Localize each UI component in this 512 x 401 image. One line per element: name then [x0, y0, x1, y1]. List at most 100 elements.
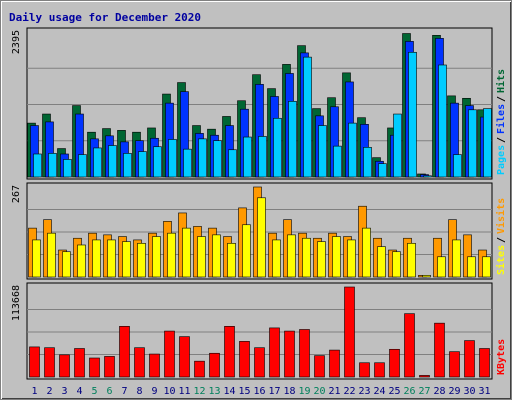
legend-files: Files: [495, 104, 507, 134]
bar-kbytes-day-1: [29, 346, 40, 378]
bar-pages-day-6: [108, 145, 117, 178]
bar-kbytes-day-7: [119, 326, 130, 378]
bar-sites-day-18: [287, 234, 296, 278]
bar-pages-day-9: [153, 146, 162, 178]
bar-pages-day-16: [258, 136, 267, 178]
x-label-day-29: 29: [448, 386, 460, 397]
bar-sites-day-11: [182, 227, 191, 278]
x-label-day-13: 13: [208, 386, 220, 397]
bar-kbytes-day-25: [389, 348, 400, 378]
x-label-day-7: 7: [121, 386, 127, 397]
x-label-day-10: 10: [163, 386, 175, 397]
x-label-day-1: 1: [31, 386, 37, 397]
x-label-day-14: 14: [223, 386, 235, 397]
bar-kbytes-day-20: [314, 355, 325, 378]
panel-visits-max-label: 267: [11, 185, 22, 203]
bar-sites-day-30: [467, 256, 476, 278]
bar-pages-day-25: [393, 113, 402, 178]
bar-sites-day-19: [302, 237, 311, 278]
chart-title: Daily usage for December 2020: [9, 11, 201, 24]
bar-kbytes-day-2: [44, 347, 55, 378]
bar-sites-day-2: [47, 232, 56, 278]
bar-pages-day-1: [33, 153, 42, 178]
x-label-day-22: 22: [343, 386, 355, 397]
x-label-day-12: 12: [193, 386, 205, 397]
bar-kbytes-day-22: [344, 286, 355, 378]
bar-pages-day-22: [348, 122, 357, 178]
bar-sites-day-4: [77, 244, 86, 278]
bar-pages-day-13: [213, 140, 222, 178]
bar-pages-day-23: [363, 147, 372, 178]
x-label-day-4: 4: [76, 386, 82, 397]
x-label-day-26: 26: [403, 386, 415, 397]
bar-pages-day-3: [63, 159, 72, 178]
bar-kbytes-day-27: [419, 375, 430, 378]
bar-sites-day-20: [317, 241, 326, 278]
x-label-day-6: 6: [106, 386, 112, 397]
x-label-day-31: 31: [478, 386, 490, 397]
legend-kbytes: KBytes: [496, 339, 507, 375]
bar-sites-day-26: [407, 242, 416, 278]
bar-pages-day-27: [423, 175, 432, 178]
bar-pages-day-10: [168, 139, 177, 178]
bar-pages-day-4: [78, 154, 87, 178]
bar-sites-day-24: [377, 246, 386, 278]
x-label-day-25: 25: [388, 386, 400, 397]
bar-sites-day-27: [422, 275, 431, 278]
legend-visits: Visits: [495, 198, 507, 234]
panel-visits: 267: [11, 182, 493, 280]
bar-pages-day-15: [243, 136, 252, 178]
x-label-day-2: 2: [46, 386, 52, 397]
bar-pages-day-26: [408, 51, 417, 178]
bar-sites-day-3: [62, 251, 71, 278]
x-label-day-30: 30: [463, 386, 475, 397]
bar-kbytes-day-30: [464, 340, 475, 378]
legend-hits: Hits: [495, 69, 507, 93]
bar-sites-day-28: [437, 256, 446, 278]
bar-pages-day-30: [468, 109, 477, 178]
legend-labels: Pages / Files / Hits Sites / Visits KBytes: [495, 69, 507, 375]
bar-kbytes-day-18: [284, 330, 295, 378]
bar-kbytes-day-14: [224, 326, 235, 378]
bar-sites-day-29: [452, 239, 461, 278]
bar-kbytes-day-10: [164, 330, 175, 378]
legend-hits: Pages / Files / Hits: [495, 69, 507, 175]
bar-sites-day-10: [167, 232, 176, 278]
x-label-day-16: 16: [253, 386, 265, 397]
x-label-day-3: 3: [61, 386, 67, 397]
bar-sites-day-16: [257, 197, 266, 278]
bar-sites-day-22: [347, 239, 356, 278]
bar-kbytes-day-28: [434, 322, 445, 378]
bar-kbytes-day-11: [179, 336, 190, 378]
x-label-day-18: 18: [283, 386, 295, 397]
bar-sites-day-7: [122, 241, 131, 278]
bar-pages-day-20: [318, 125, 327, 178]
bar-sites-day-23: [362, 227, 371, 278]
bar-kbytes-day-12: [194, 360, 205, 378]
bar-pages-day-7: [123, 153, 132, 178]
bar-pages-day-2: [48, 153, 57, 178]
bar-pages-day-31: [483, 108, 492, 178]
x-label-day-20: 20: [313, 386, 325, 397]
bar-kbytes-day-15: [239, 341, 250, 378]
bar-pages-day-29: [453, 154, 462, 178]
bar-pages-day-14: [228, 149, 237, 178]
x-label-day-9: 9: [151, 386, 157, 397]
bar-kbytes-day-19: [299, 329, 310, 378]
bar-sites-day-1: [32, 239, 41, 278]
x-label-day-23: 23: [358, 386, 370, 397]
bar-sites-day-15: [242, 224, 251, 278]
bar-pages-day-12: [198, 138, 207, 178]
bar-kbytes-day-21: [329, 349, 340, 378]
panel-hits: 2395: [11, 27, 493, 180]
x-label-day-21: 21: [328, 386, 340, 397]
bar-pages-day-18: [288, 101, 297, 178]
bar-kbytes-day-6: [104, 356, 115, 378]
bar-sites-day-8: [137, 242, 146, 278]
legend-visits: Sites / Visits: [495, 198, 507, 275]
x-label-day-17: 17: [268, 386, 280, 397]
bar-pages-day-24: [378, 163, 387, 178]
legend-sites: Sites: [495, 245, 507, 275]
